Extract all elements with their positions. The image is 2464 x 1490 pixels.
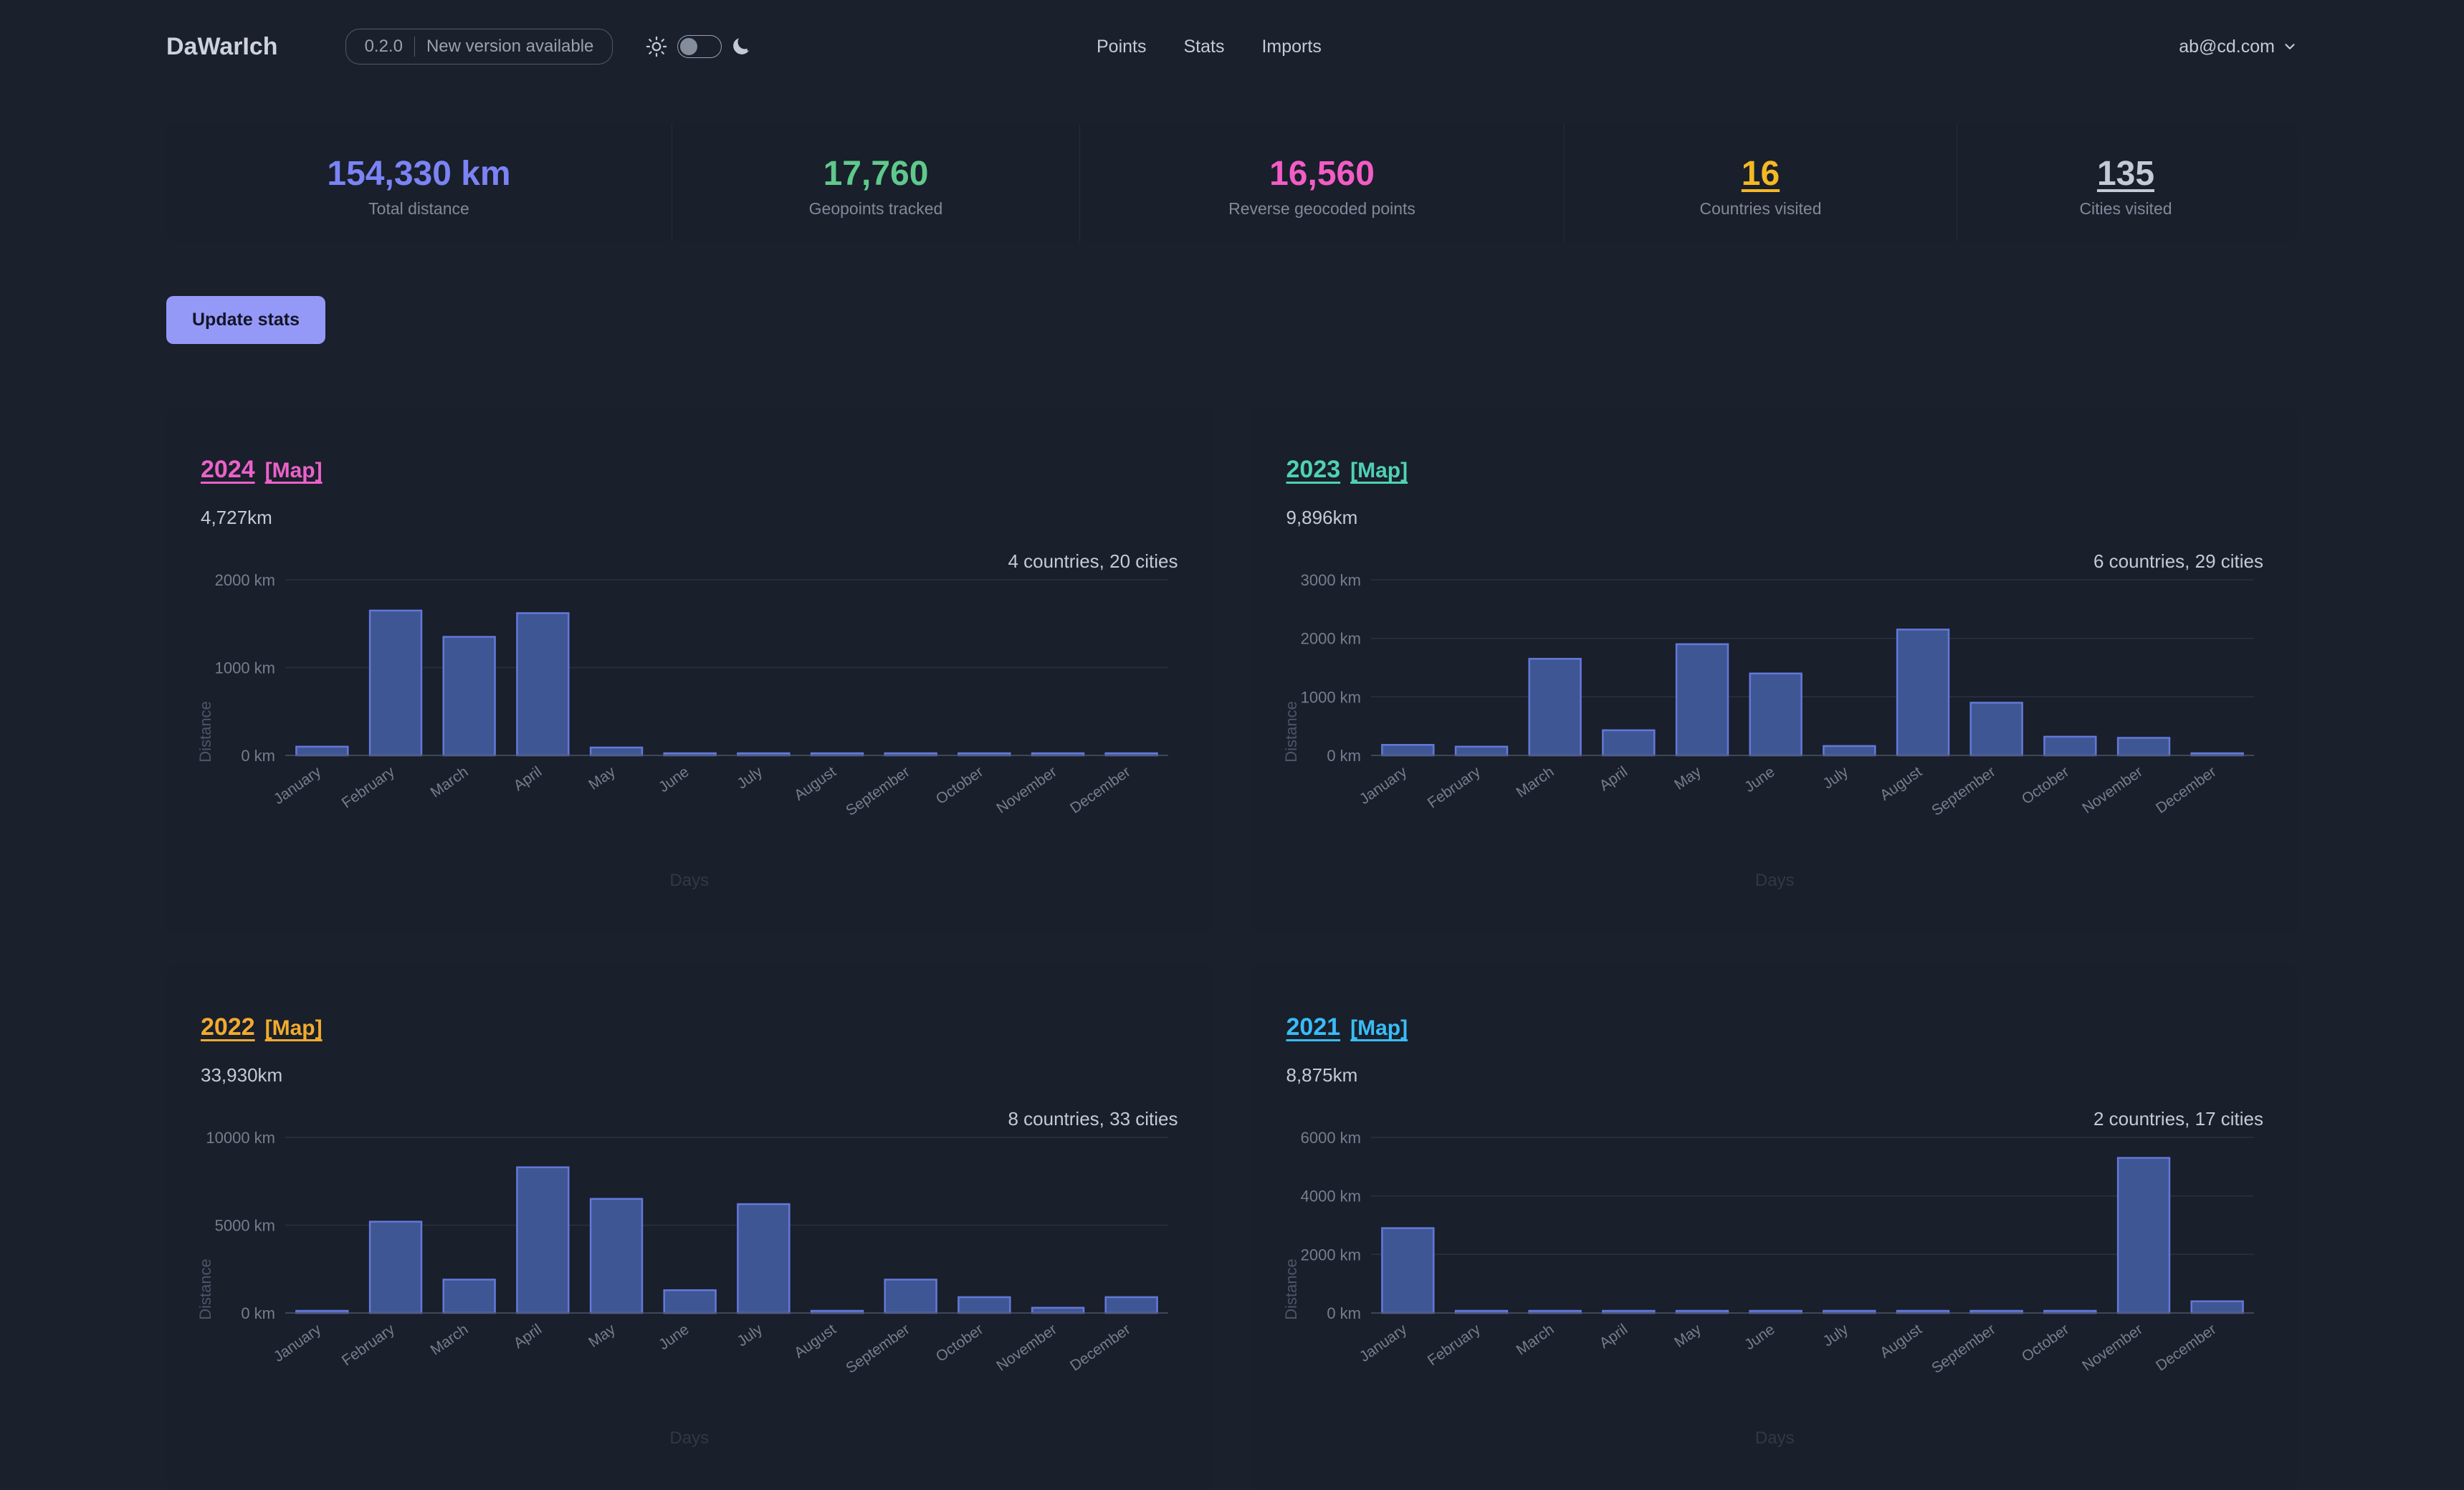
- svg-text:April: April: [511, 763, 545, 794]
- svg-text:May: May: [586, 1321, 619, 1351]
- svg-text:February: February: [339, 763, 398, 811]
- svg-text:January: January: [271, 1321, 325, 1365]
- svg-text:4000 km: 4000 km: [1300, 1188, 1360, 1205]
- svg-text:April: April: [1596, 1321, 1630, 1352]
- svg-text:August: August: [1877, 1321, 1925, 1361]
- svg-text:December: December: [1067, 1321, 1134, 1374]
- svg-text:June: June: [1742, 1321, 1778, 1353]
- svg-text:March: March: [1513, 763, 1557, 801]
- svg-text:January: January: [271, 763, 325, 808]
- svg-text:July: July: [1820, 1321, 1851, 1350]
- svg-text:December: December: [2153, 1321, 2220, 1374]
- svg-text:March: March: [1513, 1321, 1557, 1358]
- svg-text:August: August: [1877, 763, 1925, 803]
- svg-text:1000 km: 1000 km: [1300, 688, 1360, 706]
- svg-text:May: May: [1671, 1321, 1704, 1351]
- svg-text:October: October: [2018, 1321, 2071, 1365]
- svg-text:10000 km: 10000 km: [206, 1130, 275, 1147]
- svg-text:3000 km: 3000 km: [1300, 573, 1360, 589]
- svg-text:November: November: [2079, 763, 2146, 816]
- svg-text:September: September: [1929, 763, 1998, 819]
- svg-text:June: June: [1742, 763, 1778, 796]
- svg-text:2000 km: 2000 km: [1300, 1246, 1360, 1264]
- svg-text:0 km: 0 km: [241, 747, 275, 765]
- svg-text:0 km: 0 km: [1327, 1304, 1361, 1322]
- svg-text:0 km: 0 km: [1327, 747, 1361, 765]
- svg-text:July: July: [734, 763, 765, 793]
- svg-text:5000 km: 5000 km: [215, 1217, 275, 1235]
- svg-text:January: January: [1356, 1321, 1410, 1365]
- svg-text:November: November: [2079, 1321, 2146, 1374]
- svg-text:November: November: [993, 1321, 1060, 1374]
- svg-text:September: September: [843, 1321, 912, 1377]
- svg-text:2000 km: 2000 km: [1300, 630, 1360, 648]
- svg-text:September: September: [1929, 1321, 1998, 1377]
- svg-text:August: August: [791, 1321, 839, 1361]
- svg-text:February: February: [1424, 1321, 1483, 1369]
- svg-text:February: February: [339, 1321, 398, 1369]
- svg-text:November: November: [993, 763, 1060, 816]
- svg-text:March: March: [428, 763, 472, 801]
- svg-text:March: March: [428, 1321, 472, 1358]
- svg-text:December: December: [1067, 763, 1134, 816]
- svg-text:2000 km: 2000 km: [215, 573, 275, 589]
- svg-text:April: April: [511, 1321, 545, 1352]
- svg-text:June: June: [656, 763, 692, 796]
- svg-text:October: October: [933, 1321, 986, 1365]
- svg-text:0 km: 0 km: [241, 1304, 275, 1322]
- svg-text:April: April: [1596, 763, 1630, 794]
- svg-text:October: October: [933, 763, 986, 808]
- svg-text:July: July: [734, 1321, 765, 1350]
- svg-text:October: October: [2018, 763, 2071, 808]
- svg-text:September: September: [843, 763, 912, 819]
- svg-text:May: May: [1671, 763, 1704, 793]
- svg-text:May: May: [586, 763, 619, 793]
- svg-text:December: December: [2153, 763, 2220, 816]
- svg-text:6000 km: 6000 km: [1300, 1130, 1360, 1147]
- svg-text:February: February: [1424, 763, 1483, 811]
- svg-text:July: July: [1820, 763, 1851, 793]
- svg-text:June: June: [656, 1321, 692, 1353]
- svg-text:January: January: [1356, 763, 1410, 808]
- svg-text:1000 km: 1000 km: [215, 659, 275, 677]
- svg-text:August: August: [791, 763, 839, 803]
